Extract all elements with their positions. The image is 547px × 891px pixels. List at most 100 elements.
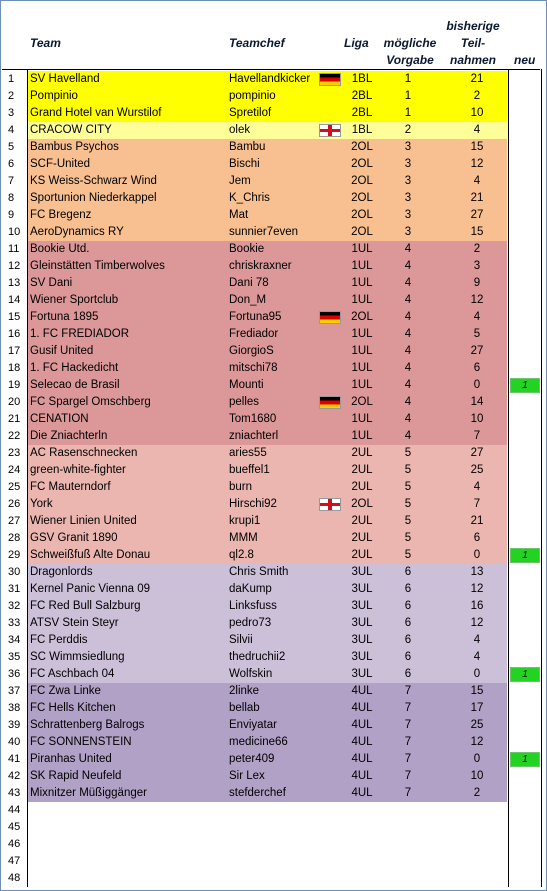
team-chef: medicine66 [229,736,288,748]
row-number: 21 [8,413,21,425]
team-chef: Silvii [229,634,253,646]
header-teil-line1: bisherige [446,19,500,33]
vorgabe-value: 7 [404,736,412,748]
row-number: 35 [8,651,21,663]
row-number: 12 [8,260,21,272]
row-number: 7 [8,175,15,187]
table-row: 34 FC Perddis Silvii 3UL 6 4 [0,632,547,649]
table-row: 25 FC Mauterndorf burn 2UL 5 4 [0,479,547,496]
team-chef: Chris Smith [229,566,289,578]
vorgabe-value: 7 [404,753,412,765]
team-name: AC Rasenschnecken [30,447,138,459]
team-name: Mixnitzer Müßiggänger [30,787,147,799]
liga-value: 3UL [351,651,373,663]
header-vorgabe-line1: mögliche [383,36,437,50]
team-name: FC Mauterndorf [30,481,111,493]
vorgabe-value: 7 [404,702,412,714]
row-number: 1 [8,73,15,85]
row-band [28,547,507,564]
table-row: 29 Schweißfuß Alte Donau ql2.8 2UL 5 0 1 [0,547,547,564]
liga-value: 1UL [351,260,373,272]
en-flag-icon [319,498,341,511]
row-number: 41 [8,753,21,765]
team-name: FC Bregenz [30,209,92,221]
team-name: FC Perddis [30,634,88,646]
team-name: FC Red Bull Salzburg [30,600,141,612]
team-chef: krupi1 [229,515,261,527]
row-band [28,207,507,224]
vorgabe-value: 7 [404,787,412,799]
row-band [28,190,507,207]
team-name: Bambus Psychos [30,141,119,153]
teilnahmen-value: 16 [470,600,484,612]
table-row: 17 Gusif United GiorgioS 1UL 4 27 [0,343,547,360]
team-name: Bookie Utd. [30,243,90,255]
team-chef: Fortuna95 [229,311,282,323]
team-name: CRACOW CITY [30,124,112,136]
team-name: Dragonlords [30,566,93,578]
row-band [28,615,507,632]
table-row: 21 CENATION Tom1680 1UL 4 10 [0,411,547,428]
row-band [28,224,507,241]
row-number: 9 [8,209,15,221]
header-teil-line3: nahmen [449,53,496,67]
team-chef: bellab [229,702,260,714]
row-number: 24 [8,464,21,476]
vorgabe-value: 4 [404,243,412,255]
row-number: 5 [8,141,15,153]
table-row: 10 AeroDynamics RY sunnier7even 2OL 3 15 [0,224,547,241]
team-name: Wiener Linien United [30,515,137,527]
team-name: FC Zwa Linke [30,685,101,697]
teilnahmen-value: 0 [473,668,481,680]
liga-value: 2UL [351,515,373,527]
team-chef: stefderchef [229,787,286,799]
team-name: Selecao de Brasil [30,379,120,391]
liga-value: 3UL [351,668,373,680]
table-row: 32 FC Red Bull Salzburg Linksfuss 3UL 6 16 [0,598,547,615]
table-row: 4 CRACOW CITY olek 1BL 2 4 [0,122,547,139]
teilnahmen-value: 2 [473,243,481,255]
team-name: SC Wimmsiedlung [30,651,125,663]
teilnahmen-value: 7 [473,430,481,442]
header-teil-line2: Teil- [460,36,486,50]
row-number: 17 [8,345,21,357]
row-band [28,139,507,156]
vorgabe-value: 3 [404,158,412,170]
team-chef: Sir Lex [229,770,265,782]
vorgabe-value: 5 [404,498,412,510]
row-band [28,326,507,343]
liga-value: 1UL [351,294,373,306]
team-chef: pompinio [229,90,276,102]
table-row: 43 Mixnitzer Müßiggänger stefderchef 4UL 7 2 [0,785,547,802]
table-row: 35 SC Wimmsiedlung thedruchii2 3UL 6 4 [0,649,547,666]
teilnahmen-value: 4 [473,651,481,663]
table-row: 22 Die Zniachterln zniachterl 1UL 4 7 [0,428,547,445]
liga-value: 1UL [351,362,373,374]
row-band [28,462,507,479]
liga-value: 1UL [351,328,373,340]
row-band [28,530,507,547]
teilnahmen-value: 4 [473,311,481,323]
teilnahmen-value: 15 [470,685,484,697]
teilnahmen-value: 7 [473,498,481,510]
table-row: 38 FC Hells Kitchen bellab 4UL 7 17 [0,700,547,717]
teilnahmen-value: 15 [470,226,484,238]
row-number: 28 [8,532,21,544]
table-row: 18 1. FC Hackedicht mitschi78 1UL 4 6 [0,360,547,377]
rownum-divider [27,69,28,887]
team-name: Kernel Panic Vienna 09 [30,583,150,595]
row-band [28,632,507,649]
row-number: 14 [8,294,21,306]
row-number: 47 [8,855,21,867]
teilnahmen-value: 2 [473,90,481,102]
team-chef: Don_M [229,294,267,306]
teilnahmen-value: 15 [470,141,484,153]
de-flag-icon [319,73,341,86]
table-row: 3 Grand Hotel van Wurstilof Spretilof 2BL 1 1… [0,105,547,122]
liga-value: 1BL [351,73,373,85]
teilnahmen-value: 12 [470,294,484,306]
header-liga: Liga [344,36,369,50]
team-name: Schweißfuß Alte Donau [30,549,151,561]
team-name: FC Aschbach 04 [30,668,115,680]
header-teamchef: Teamchef [229,36,285,50]
